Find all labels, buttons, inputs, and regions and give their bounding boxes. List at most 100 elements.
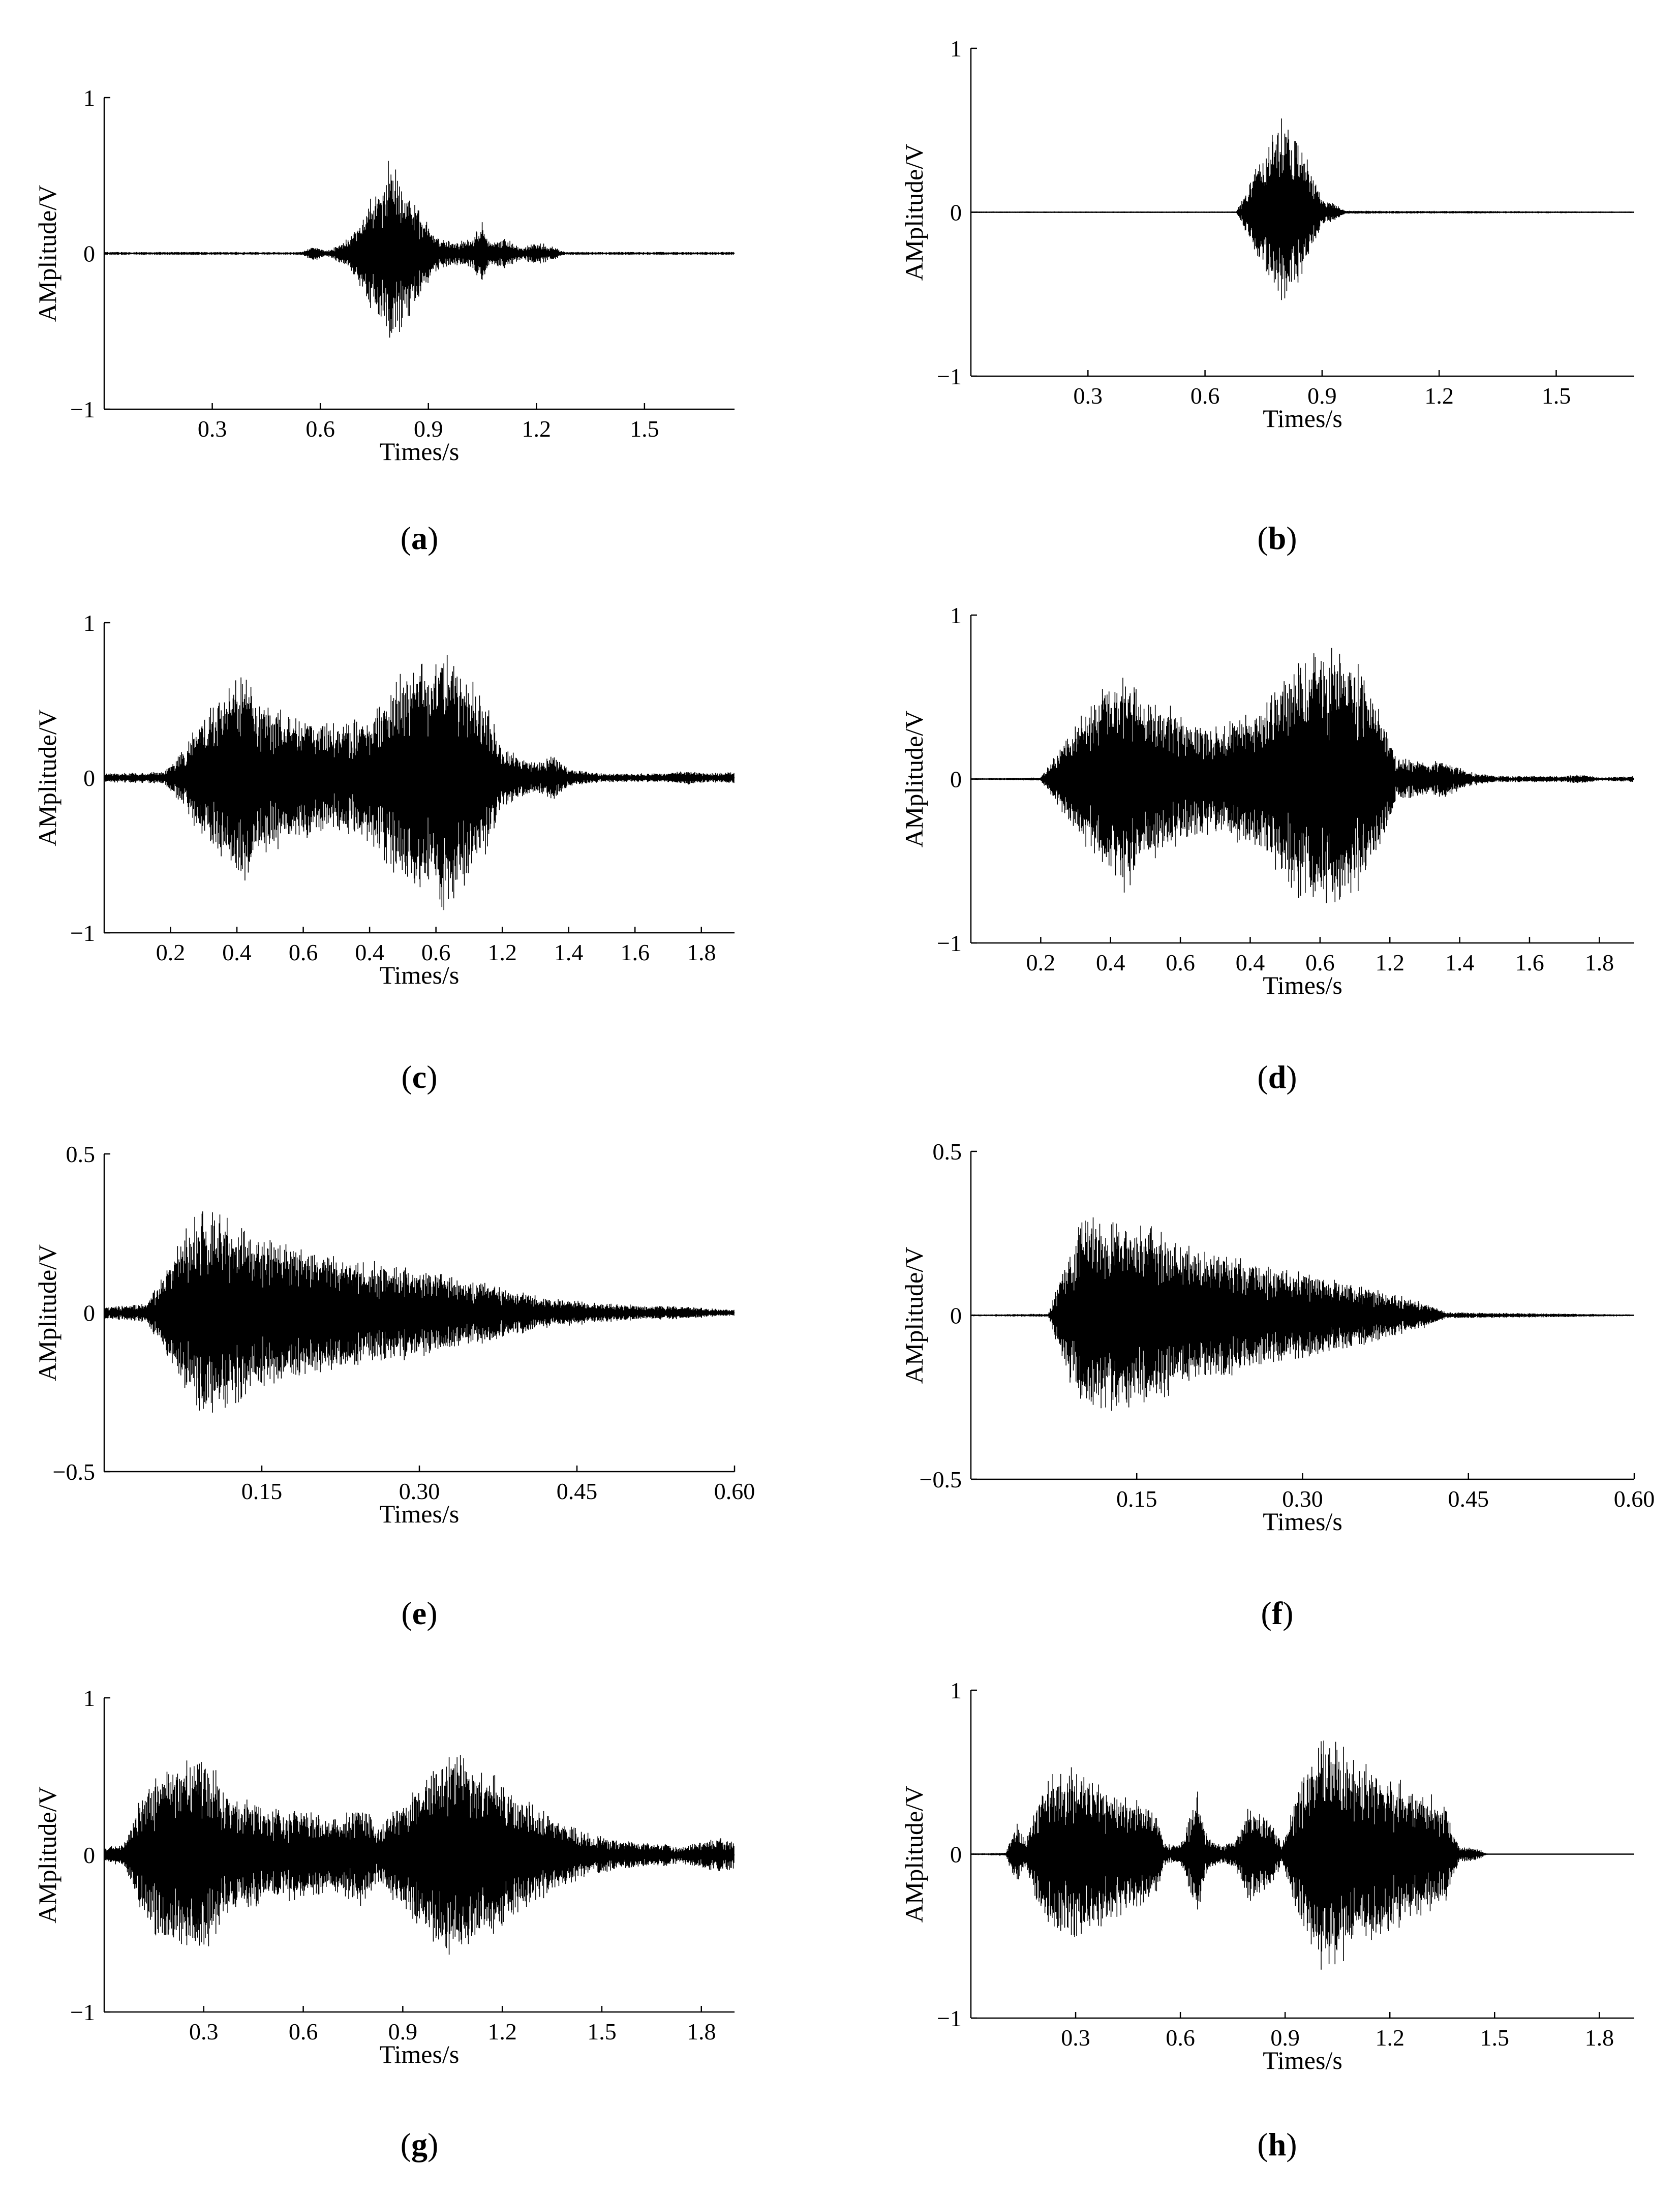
caption-letter: e bbox=[412, 1595, 426, 1631]
caption-paren: ( bbox=[1261, 1595, 1272, 1631]
x-tick-label: 0.4 bbox=[355, 939, 384, 965]
x-tick-label: 0.15 bbox=[1116, 1486, 1157, 1512]
x-tick-label: 1.4 bbox=[554, 939, 584, 965]
x-tick-label: 0.60 bbox=[1614, 1486, 1655, 1512]
y-axis-title: AMplitude/V bbox=[900, 711, 928, 847]
x-tick-label: 0.6 bbox=[1305, 950, 1335, 975]
caption-letter: a bbox=[411, 520, 427, 556]
caption-paren: ) bbox=[426, 1059, 437, 1095]
waveform-series bbox=[970, 1741, 1634, 1970]
y-tick-label: 1 bbox=[950, 602, 962, 628]
x-tick-label: 1.2 bbox=[487, 2019, 517, 2045]
panel-caption: (f) bbox=[1261, 1595, 1294, 1631]
panel-c: −1 0 1 0.2 0.4 0.6 0.4 0.6 1.2 1.4 1.6 1.8 Times/s AM… bbox=[33, 610, 735, 1095]
panel-d: −1 0 1 0.2 0.4 0.6 0.4 0.6 1.2 1.4 1.6 1.8 Times/s AM… bbox=[900, 602, 1634, 1095]
y-tick-label: 0 bbox=[83, 1300, 95, 1326]
y-tick-label: −1 bbox=[70, 1999, 95, 2025]
x-tick-label: 1.5 bbox=[1542, 383, 1571, 409]
x-tick-label: 0.6 bbox=[421, 939, 451, 965]
y-tick-label: 1 bbox=[83, 85, 95, 111]
y-axis-title: AMplitude/V bbox=[33, 709, 62, 846]
x-axis-title: Times/s bbox=[380, 961, 460, 989]
y-tick-label: 1 bbox=[950, 36, 962, 62]
x-tick-label: 0.3 bbox=[1074, 383, 1103, 409]
y-tick-label: 0 bbox=[83, 765, 95, 791]
y-tick-label: −1 bbox=[70, 920, 95, 946]
x-tick-label: 0.6 bbox=[306, 416, 335, 442]
x-axis-title: Times/s bbox=[1263, 2046, 1342, 2075]
x-tick-label: 0.6 bbox=[1166, 2025, 1195, 2051]
x-tick-label: 0.6 bbox=[1190, 383, 1220, 409]
x-axis-title: Times/s bbox=[380, 1500, 460, 1528]
x-tick-label: 1.2 bbox=[1424, 383, 1454, 409]
x-axis-title: Times/s bbox=[1263, 1507, 1342, 1536]
waveform-series bbox=[970, 1217, 1634, 1411]
x-axis-title: Times/s bbox=[380, 437, 460, 466]
panel-caption: (b) bbox=[1257, 520, 1297, 556]
y-tick-label: 0.5 bbox=[66, 1141, 96, 1167]
caption-paren: ) bbox=[1286, 520, 1297, 556]
waveform-series bbox=[104, 161, 735, 338]
caption-paren: ( bbox=[1257, 1059, 1268, 1095]
x-tick-label: 0.6 bbox=[1166, 950, 1195, 975]
panel-b: −1 0 1 0.3 0.6 0.9 1.2 1.5 Times/s AMplitude/V (b) bbox=[900, 36, 1634, 556]
y-tick-label: −1 bbox=[937, 363, 962, 389]
y-tick-label: −0.5 bbox=[920, 1467, 962, 1492]
x-tick-label: 0.9 bbox=[414, 416, 443, 442]
x-tick-label: 0.4 bbox=[1236, 950, 1265, 975]
caption-paren: ) bbox=[426, 1595, 437, 1631]
x-axis-title: Times/s bbox=[380, 2040, 460, 2068]
panel-caption: (a) bbox=[401, 520, 439, 556]
x-tick-label: 0.45 bbox=[1448, 1486, 1489, 1512]
x-tick-label: 0.30 bbox=[399, 1478, 440, 1504]
x-tick-label: 1.2 bbox=[522, 416, 552, 442]
panel-caption: (g) bbox=[401, 2126, 439, 2162]
x-tick-label: 1.6 bbox=[620, 939, 650, 965]
panel-a: −1 0 1 0.3 0.6 0.9 1.2 1.5 Times/s AMplitude/V (a) bbox=[33, 85, 735, 556]
y-tick-label: 0 bbox=[83, 1842, 95, 1868]
x-tick-label: 0.2 bbox=[1026, 950, 1056, 975]
y-tick-label: 0.5 bbox=[933, 1139, 962, 1165]
caption-letter: c bbox=[412, 1059, 426, 1095]
x-tick-label: 1.2 bbox=[1375, 950, 1404, 975]
panel-h: −1 0 1 0.3 0.6 0.9 1.2 1.5 1.8 Times/s AMplitude/V… bbox=[900, 1678, 1634, 2162]
x-tick-label: 1.8 bbox=[1585, 950, 1614, 975]
caption-paren: ) bbox=[1286, 1059, 1297, 1095]
y-axis-title: AMplitude/V bbox=[900, 1786, 928, 1923]
caption-letter: h bbox=[1268, 2126, 1287, 2162]
panel-caption: (h) bbox=[1257, 2126, 1297, 2162]
caption-paren: ( bbox=[1257, 2126, 1268, 2162]
x-tick-label: 0.45 bbox=[557, 1478, 598, 1504]
x-tick-label: 0.4 bbox=[222, 939, 252, 965]
x-tick-label: 0.9 bbox=[1270, 2025, 1300, 2051]
waveform-series bbox=[104, 1211, 735, 1413]
caption-letter: d bbox=[1268, 1059, 1287, 1095]
y-tick-label: 0 bbox=[950, 200, 962, 226]
caption-paren: ( bbox=[1257, 520, 1268, 556]
y-axis-title: AMplitude/V bbox=[33, 185, 62, 322]
panel-f: −0.5 0 0.5 0.15 0.30 0.45 0.60 Times/s AMplitude… bbox=[900, 1139, 1655, 1631]
panel-g: −1 0 1 0.3 0.6 0.9 1.2 1.5 1.8 Times/s AMplitude/V… bbox=[33, 1685, 735, 2162]
panel-caption: (c) bbox=[401, 1059, 437, 1095]
x-tick-label: 0.30 bbox=[1282, 1486, 1323, 1512]
x-tick-label: 1.6 bbox=[1515, 950, 1544, 975]
caption-paren: ( bbox=[401, 2126, 411, 2162]
x-tick-label: 1.2 bbox=[1375, 2025, 1404, 2051]
panel-caption: (e) bbox=[401, 1595, 437, 1631]
caption-paren: ) bbox=[1286, 2126, 1297, 2162]
x-tick-label: 0.9 bbox=[1307, 383, 1337, 409]
x-tick-label: 1.8 bbox=[687, 939, 716, 965]
x-tick-label: 0.3 bbox=[189, 2019, 219, 2045]
caption-letter: b bbox=[1268, 520, 1287, 556]
x-tick-label: 0.4 bbox=[1096, 950, 1125, 975]
caption-letter: g bbox=[411, 2126, 427, 2162]
x-tick-label: 0.3 bbox=[198, 416, 227, 442]
y-tick-label: −1 bbox=[70, 396, 95, 422]
x-tick-label: 0.2 bbox=[156, 939, 186, 965]
x-tick-label: 1.5 bbox=[587, 2019, 617, 2045]
caption-paren: ) bbox=[427, 2126, 438, 2162]
y-axis-title: AMplitude/V bbox=[33, 1786, 62, 1923]
waveform-series bbox=[104, 655, 735, 910]
caption-paren: ) bbox=[1282, 1595, 1293, 1631]
